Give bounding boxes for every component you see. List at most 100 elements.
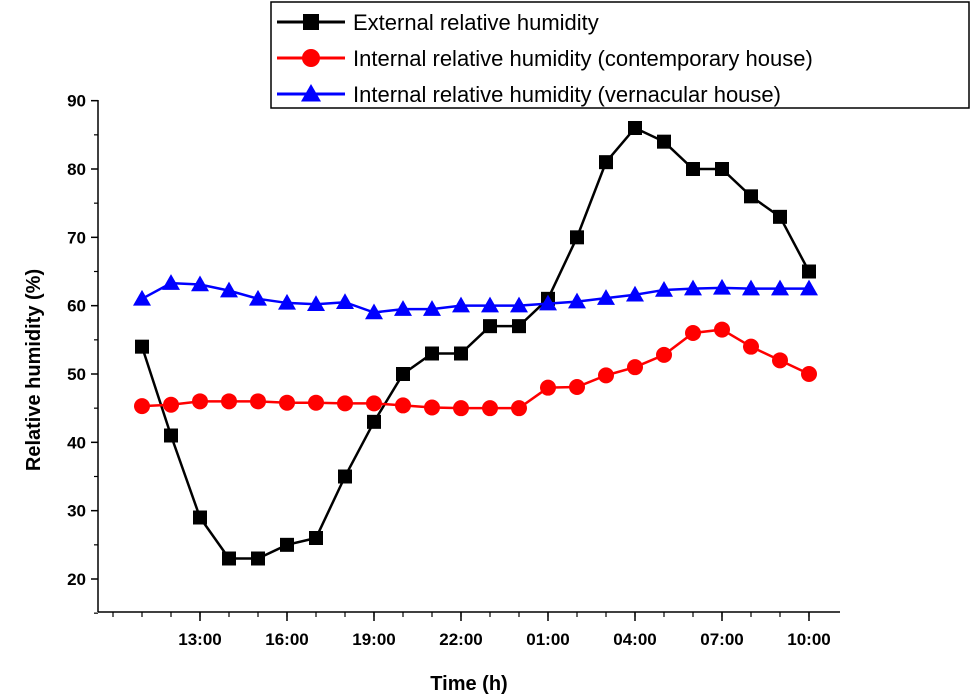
y-tick-label: 40	[67, 433, 86, 452]
triangle-marker	[510, 296, 528, 313]
y-tick-label: 70	[67, 228, 86, 247]
y-axis-title: Relative humidity (%)	[23, 269, 45, 471]
square-marker	[715, 162, 729, 177]
triangle-marker	[771, 279, 789, 296]
square-marker	[599, 155, 613, 170]
legend-box	[270, 1, 970, 109]
circle-marker	[302, 49, 320, 67]
square-marker	[135, 339, 149, 354]
circle-marker	[511, 400, 527, 417]
x-tick-label: 19:00	[352, 630, 395, 649]
square-marker	[193, 510, 207, 525]
circle-marker	[337, 395, 353, 412]
square-marker	[657, 134, 671, 149]
square-marker	[454, 346, 468, 361]
circle-marker	[250, 393, 266, 410]
triangle-marker	[423, 300, 441, 316]
triangle-marker	[742, 279, 760, 296]
circle-marker	[424, 399, 440, 416]
triangle-marker	[191, 275, 209, 292]
triangle-marker	[278, 293, 296, 310]
circle-marker	[801, 366, 817, 383]
triangle-marker	[394, 300, 412, 316]
square-marker	[251, 551, 265, 566]
chart-axes: 20 30 40 50 60 70 80 90 13:00 16:00 19:00 22:00 01:0…	[67, 92, 840, 649]
triangle-marker	[133, 289, 151, 306]
circle-marker	[743, 338, 759, 355]
circle-marker	[627, 359, 643, 376]
square-marker	[628, 121, 642, 136]
square-marker	[570, 230, 584, 245]
circle-marker	[569, 378, 585, 395]
circle-marker	[221, 393, 237, 410]
square-marker	[773, 209, 787, 224]
square-marker	[512, 319, 526, 334]
circle-marker	[453, 400, 469, 417]
series-0	[135, 121, 816, 566]
series-1	[134, 321, 817, 417]
legend-label: Internal relative humidity (vernacular h…	[353, 82, 781, 107]
circle-marker	[685, 325, 701, 342]
circle-marker	[134, 398, 150, 415]
x-tick-label: 04:00	[613, 630, 656, 649]
triangle-marker	[452, 296, 470, 313]
triangle-marker	[365, 303, 383, 320]
circle-marker	[656, 346, 672, 363]
x-tick-label: 01:00	[526, 630, 569, 649]
circle-marker	[366, 395, 382, 412]
y-tick-label: 90	[67, 92, 86, 111]
legend-label: External relative humidity	[353, 10, 599, 35]
circle-marker	[395, 397, 411, 414]
square-marker	[309, 531, 323, 546]
triangle-marker	[307, 295, 325, 312]
circle-marker	[163, 396, 179, 413]
triangle-marker	[626, 285, 644, 302]
y-tick-label: 80	[67, 160, 86, 179]
circle-marker	[772, 352, 788, 369]
triangle-marker	[568, 292, 586, 309]
circle-marker	[598, 367, 614, 384]
legend: External relative humidity Internal relat…	[270, 1, 970, 109]
x-axis-title: Time (h)	[430, 673, 507, 694]
circle-marker	[279, 394, 295, 411]
y-tick-label: 30	[67, 502, 86, 521]
square-marker	[338, 469, 352, 484]
triangle-marker	[597, 289, 615, 305]
series-line	[141, 281, 809, 314]
y-tick-label: 60	[67, 297, 86, 316]
square-marker	[802, 264, 816, 279]
triangle-marker	[800, 279, 818, 296]
square-marker	[164, 428, 178, 443]
circle-marker	[192, 393, 208, 410]
x-tick-label: 10:00	[787, 630, 830, 649]
square-marker	[425, 346, 439, 361]
circle-marker	[482, 400, 498, 417]
square-marker	[367, 414, 381, 429]
x-tick-label: 22:00	[439, 630, 482, 649]
triangle-marker	[684, 279, 702, 296]
circle-marker	[714, 321, 730, 338]
series-2	[133, 274, 818, 320]
triangle-marker	[301, 84, 321, 102]
triangle-marker	[220, 281, 238, 298]
y-tick-label: 50	[67, 365, 86, 384]
square-marker	[686, 162, 700, 177]
y-tick-label: 20	[67, 570, 86, 589]
triangle-marker	[249, 289, 267, 306]
series-line	[140, 126, 811, 560]
circle-marker	[308, 394, 324, 411]
circle-marker	[540, 379, 556, 396]
x-tick-label: 16:00	[265, 630, 308, 649]
legend-label: Internal relative humidity (contemporary…	[353, 46, 813, 71]
triangle-marker	[655, 280, 673, 297]
triangle-marker	[162, 274, 180, 290]
square-marker	[396, 367, 410, 382]
triangle-marker	[713, 278, 731, 295]
square-marker	[303, 14, 319, 30]
square-marker	[280, 537, 294, 552]
x-tick-label: 13:00	[178, 630, 221, 649]
square-marker	[222, 551, 236, 566]
triangle-marker	[336, 293, 354, 310]
square-marker	[744, 189, 758, 204]
